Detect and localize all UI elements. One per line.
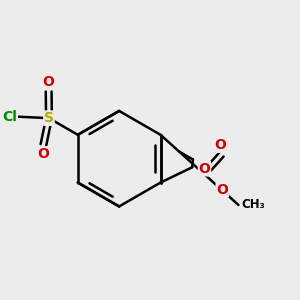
- Text: Cl: Cl: [2, 110, 17, 124]
- Text: O: O: [216, 182, 228, 197]
- Text: CH₃: CH₃: [241, 198, 265, 212]
- Text: O: O: [38, 147, 50, 161]
- Text: O: O: [43, 75, 55, 89]
- Text: O: O: [214, 138, 226, 152]
- Text: O: O: [199, 162, 210, 176]
- Text: S: S: [44, 111, 54, 125]
